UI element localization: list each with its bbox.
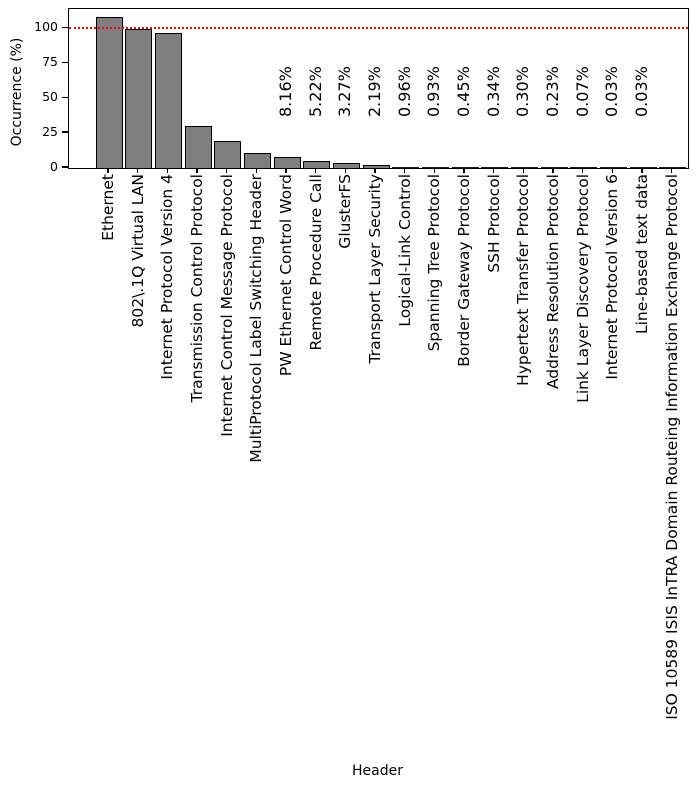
bar [629,167,657,168]
y-axis-label: Occurrence (%) [9,37,25,147]
x-tick-label: Internet Protocol Version 6 [603,174,622,380]
x-tick-label: Transmission Control Protocol [188,174,207,403]
x-tick-label: GlusterFS [336,174,355,249]
bar-value-label: 2.19% [365,66,385,117]
x-tick-mark [196,168,198,173]
x-tick-label: Internet Protocol Version 4 [158,174,177,380]
bar [451,167,479,168]
bar [421,166,449,168]
x-tick-mark [552,168,554,173]
bar [214,140,242,168]
x-tick-label: Line-based text data [633,174,652,335]
bar [332,163,360,168]
y-tick-label: 0 [50,159,58,174]
x-tick-label: MultiProtocol Label Switching Header [247,174,266,463]
bar-value-label: 0.30% [513,66,533,117]
x-tick-mark [433,168,435,173]
bar [481,167,509,168]
y-tick-label: 75 [42,54,58,70]
bar [95,16,123,168]
bar-value-label: 0.96% [394,66,414,117]
bar [125,29,153,168]
bar [570,167,598,168]
bar-value-label: 0.03% [602,66,622,117]
x-tick-label: Address Resolution Protocol [544,174,563,390]
x-tick-mark [641,168,643,173]
bar [303,160,331,168]
x-tick-mark [255,168,257,173]
x-tick-mark [493,168,495,173]
x-tick-label: Link Layer Discovery Protocol [573,174,592,403]
x-axis-label: Header [352,763,403,779]
x-tick-mark [315,168,317,173]
bar-value-label: 5.22% [305,66,325,117]
reference-line-100pct [69,26,688,29]
bar [540,167,568,168]
y-tick-mark [62,96,68,98]
x-tick-label: Transport Layer Security [366,174,385,364]
bar-value-label: 0.45% [454,66,474,117]
plot-area [68,8,689,169]
x-tick-label: Hypertext Transfer Protocol [514,174,533,386]
y-tick-label: 50 [42,89,58,105]
bar-value-label: 0.03% [632,66,652,117]
bar [392,166,420,168]
y-tick-mark [62,61,68,63]
x-tick-mark [374,168,376,173]
x-tick-label: Spanning Tree Protocol [425,174,444,352]
x-tick-mark [344,168,346,173]
x-tick-mark [463,168,465,173]
x-tick-mark [107,168,109,173]
x-tick-label: 802\.1Q Virtual LAN [128,174,147,328]
x-tick-label: Logical-Link Control [395,174,414,327]
bar-value-label: 8.16% [276,66,296,117]
x-tick-mark [137,168,139,173]
x-tick-label: Border Gateway Protocol [455,174,474,367]
x-tick-mark [285,168,287,173]
x-tick-mark [404,168,406,173]
bar [154,33,182,168]
bar [659,167,687,168]
bar-value-label: 0.07% [572,66,592,117]
bar [362,164,390,168]
y-tick-mark [62,131,68,133]
y-tick-label: 25 [42,124,58,140]
bar [273,156,301,168]
bar-value-label: 0.34% [483,66,503,117]
bar [510,167,538,168]
bar [184,125,212,168]
x-tick-mark [166,168,168,173]
x-tick-mark [522,168,524,173]
x-tick-mark [226,168,228,173]
x-tick-label: Remote Procedure Call [306,174,325,351]
x-tick-mark [582,168,584,173]
bar-value-label: 0.93% [424,66,444,117]
x-tick-mark [671,168,673,173]
bar [599,167,627,168]
x-tick-label: Ethernet [99,174,117,241]
x-tick-mark [611,168,613,173]
x-tick-label: Internet Control Message Protocol [217,174,236,437]
y-tick-mark [62,166,68,168]
y-tick-label: 100 [34,19,58,35]
y-tick-mark [62,26,68,28]
bar [243,152,271,168]
x-tick-label: SSH Protocol [484,174,503,273]
x-tick-label: ISO 10589 ISIS InTRA Domain Routeing Inf… [662,174,681,720]
bar-value-label: 3.27% [335,66,355,117]
x-tick-label: PW Ethernet Control Word [277,174,296,377]
bar-value-label: 0.23% [543,66,563,117]
